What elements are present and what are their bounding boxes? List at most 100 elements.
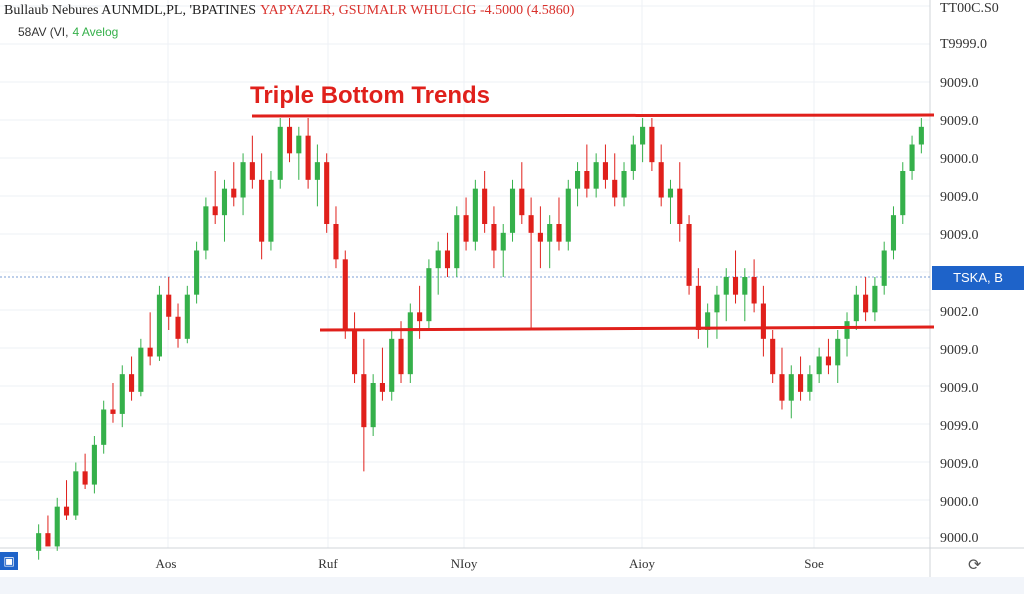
candle-body <box>324 162 330 224</box>
candle-body <box>417 312 423 322</box>
price-axis-label: 9009.0 <box>940 76 979 91</box>
candle <box>435 241 441 295</box>
candle-body <box>686 224 692 286</box>
candle-body <box>175 316 181 339</box>
price-axis-label: 9009.0 <box>940 228 979 243</box>
candle-body <box>36 533 42 551</box>
candle-body <box>45 533 51 547</box>
candle <box>732 250 739 304</box>
candle-body <box>333 224 339 260</box>
candle-body <box>444 250 451 269</box>
candle-body <box>342 259 348 330</box>
candle <box>147 312 153 366</box>
candle <box>519 162 525 224</box>
candle <box>760 285 766 357</box>
candle <box>36 524 42 560</box>
candle <box>63 480 70 520</box>
candle <box>426 259 432 330</box>
candle <box>444 232 451 277</box>
candle-body <box>751 277 757 304</box>
candle <box>389 330 395 401</box>
indicator-label: 58AV (VI, <box>18 25 69 39</box>
candle <box>872 277 878 322</box>
candle-body <box>82 471 88 485</box>
candle <box>286 118 293 163</box>
candle <box>472 179 478 251</box>
price-axis-label: 9000.0 <box>940 495 979 510</box>
price-axis-label: 9000.0 <box>940 531 979 546</box>
candle-body <box>91 444 97 485</box>
candle-body <box>472 188 478 242</box>
candle-body <box>621 171 627 198</box>
chart-type-icon[interactable]: ▣ <box>0 552 18 570</box>
candle <box>110 383 116 423</box>
candle <box>54 497 60 551</box>
candle-body <box>389 338 395 392</box>
candle <box>194 241 200 304</box>
instrument-name: Bullaub Nebures AUNMDL,PL, 'BPATINES <box>4 3 257 18</box>
candle <box>779 347 785 410</box>
candle-body <box>909 144 915 171</box>
price-axis-label: 9009.0 <box>940 457 979 472</box>
candle <box>500 224 506 277</box>
candle <box>175 303 181 348</box>
chart-title: Triple Bottom Trends <box>250 82 491 109</box>
candle-body <box>890 215 897 251</box>
resistance-line[interactable] <box>251 113 935 118</box>
candle <box>770 330 776 383</box>
candle <box>853 285 859 330</box>
candle-body <box>612 179 618 198</box>
candle-body <box>352 330 358 375</box>
candle-body <box>454 215 460 269</box>
candle-body <box>825 356 831 366</box>
candle-body <box>166 294 172 317</box>
price-axis-label: 9009.0 <box>940 381 979 396</box>
candle <box>575 162 581 207</box>
time-axis-label: Aioy <box>629 556 655 571</box>
candle-body <box>844 321 850 339</box>
candle-body <box>509 188 516 233</box>
ohlc-readout: YAPYAZLR, GSUMALR WHULCIG -4.5000 (4.586… <box>260 3 575 18</box>
candle <box>277 118 283 189</box>
candle-body <box>407 312 413 375</box>
candle-body <box>259 179 265 242</box>
volume-label: 4 Avelog <box>72 25 119 39</box>
price-axis-label: 9002.0 <box>940 305 979 320</box>
candle-body <box>491 224 497 251</box>
candle-body <box>240 162 246 198</box>
candle-body <box>203 206 209 251</box>
candle <box>881 241 887 295</box>
candle-body <box>435 250 441 269</box>
price-axis-label: 9099.0 <box>940 419 979 434</box>
instrument-header: Bullaub Nebures AUNMDL,PL, 'BPATINES YAPY… <box>4 3 574 19</box>
candle <box>528 197 534 330</box>
candle <box>268 171 274 251</box>
candle <box>649 118 655 171</box>
candle <box>863 277 869 322</box>
candle <box>584 144 590 198</box>
candle <box>509 179 516 242</box>
candle <box>454 206 460 277</box>
support-line[interactable] <box>319 325 935 332</box>
candle-body <box>194 250 200 295</box>
candle <box>305 118 311 189</box>
candle-body <box>677 188 683 224</box>
candle <box>547 215 553 269</box>
candle-body <box>528 215 534 233</box>
candle <box>482 171 488 233</box>
time-axis-label: Aos <box>155 556 177 571</box>
price-axis-label: 9009.0 <box>940 190 979 205</box>
candle <box>212 171 218 224</box>
candle <box>742 268 748 322</box>
candle-body <box>379 383 385 392</box>
candle <box>909 135 915 180</box>
candle-body <box>770 338 776 375</box>
candle <box>203 197 209 260</box>
candle <box>240 153 246 216</box>
gear-icon[interactable]: ⟳ <box>968 557 982 574</box>
current-price-tag: TSKA, B <box>932 266 1024 290</box>
candle-body <box>101 409 107 445</box>
candle-body <box>658 162 664 198</box>
candle-body <box>54 506 60 547</box>
